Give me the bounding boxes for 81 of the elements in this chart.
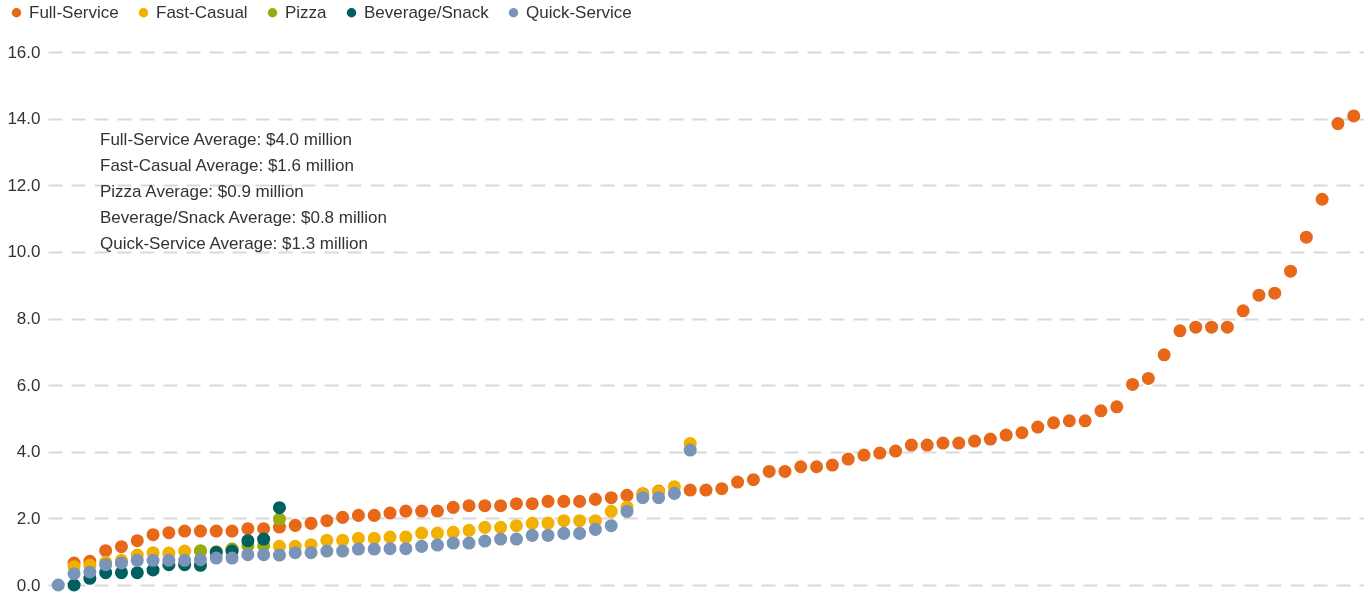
annotation: Fast-Casual Average: $1.6 million [100,156,354,175]
point [367,531,381,545]
point [509,532,523,546]
point [541,516,555,530]
point [257,548,271,562]
y-tick-label: 14.0 [7,109,41,129]
point [415,526,429,540]
y-tick-label: 4.0 [16,442,41,462]
y-tick-label: 10.0 [7,242,41,262]
point [604,504,618,518]
point [652,491,666,505]
point [430,526,444,540]
legend-label: Full-Service [29,2,119,22]
point [320,533,334,547]
point [399,530,413,544]
point [573,514,587,528]
point [557,526,571,540]
point [351,542,365,556]
point [272,512,286,526]
point [162,553,176,567]
y-tick-label: 0.0 [16,575,41,595]
point [557,514,571,528]
point [146,553,160,567]
point [399,542,413,556]
point [83,565,97,579]
point [272,501,286,515]
point [667,486,681,500]
point [130,553,144,567]
point [525,528,539,542]
point [241,534,255,548]
point [494,520,508,534]
point [494,532,508,546]
point [478,520,492,534]
point [193,553,207,567]
point [541,528,555,542]
point [478,534,492,548]
point [51,578,65,592]
annotation: Full-Service Average: $4.0 million [100,130,352,149]
point [383,530,397,544]
point [604,519,618,533]
point [430,538,444,552]
legend-label: Fast-Casual [156,2,248,22]
annotation: Quick-Service Average: $1.3 million [100,234,369,253]
legend-label: Pizza [285,2,328,22]
legend-label: Beverage/Snack [364,2,490,22]
point [573,526,587,540]
point [67,567,81,581]
y-tick-label: 2.0 [16,508,41,528]
legend-label: Quick-Service [526,2,632,22]
point [304,546,318,560]
point [336,544,350,558]
point [336,533,350,547]
point [509,519,523,533]
point [272,548,286,562]
point [525,516,539,530]
point [225,551,239,565]
point [209,551,223,565]
point [446,525,460,539]
point [383,542,397,556]
annotation: Beverage/Snack Average: $0.8 million [100,208,387,227]
point [620,504,634,518]
point [241,548,255,562]
point [588,522,602,536]
point [636,491,650,505]
y-tick-label: 6.0 [16,375,41,395]
point [367,542,381,556]
y-tick-label: 16.0 [7,42,41,62]
y-tick-label: 8.0 [16,309,41,328]
point [130,566,144,580]
point [257,532,271,546]
point [462,523,476,537]
annotation: Pizza Average: $0.9 million [100,182,304,201]
point [446,536,460,550]
point [178,553,192,567]
point [288,546,302,560]
point [351,531,365,545]
point [683,443,697,457]
point [462,536,476,550]
point [415,539,429,553]
point [320,544,334,558]
y-tick-label: 12.0 [7,175,41,195]
